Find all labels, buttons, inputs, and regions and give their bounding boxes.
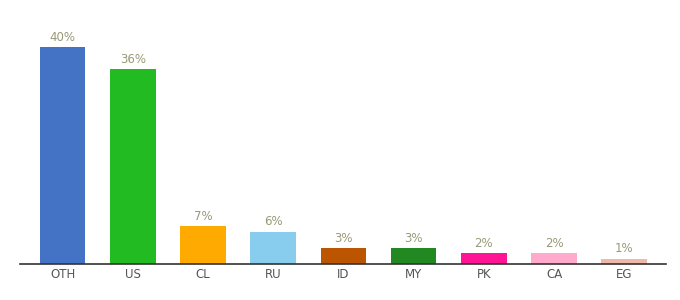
- Bar: [531, 253, 577, 264]
- Text: 3%: 3%: [334, 232, 353, 244]
- Bar: [391, 248, 437, 264]
- Text: 7%: 7%: [194, 210, 212, 223]
- Bar: [110, 69, 156, 264]
- Bar: [461, 253, 507, 264]
- Text: 3%: 3%: [405, 232, 423, 244]
- Bar: [601, 259, 647, 264]
- Text: 6%: 6%: [264, 215, 282, 228]
- Text: 2%: 2%: [545, 237, 563, 250]
- Text: 1%: 1%: [615, 242, 634, 255]
- Text: 40%: 40%: [50, 31, 75, 44]
- Bar: [320, 248, 367, 264]
- Bar: [39, 47, 86, 264]
- Text: 36%: 36%: [120, 53, 146, 66]
- Bar: [180, 226, 226, 264]
- Text: 2%: 2%: [475, 237, 493, 250]
- Bar: [250, 232, 296, 264]
